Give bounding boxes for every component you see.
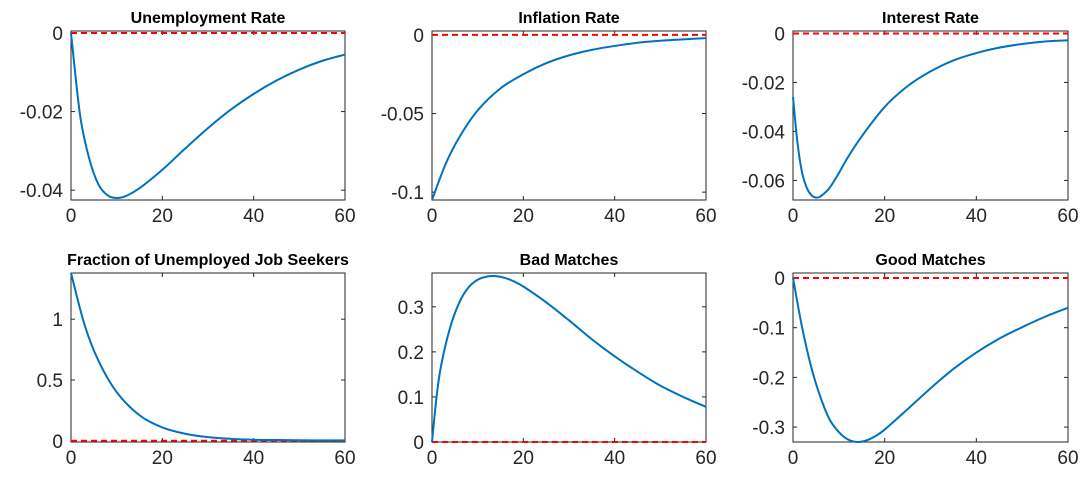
x-tick-label: 20: [513, 206, 534, 227]
panel-title: Good Matches: [875, 252, 985, 269]
y-tick-label: 0.3: [398, 298, 424, 319]
panel-title: Interest Rate: [882, 10, 979, 27]
plot-area: [70, 272, 346, 443]
y-tick-label: -0.02: [20, 103, 63, 124]
series-line-1: [70, 32, 346, 200]
x-tick-label: 40: [966, 448, 987, 469]
panel-2: Inflation Rate 0 20 40 60 0 -0.05 -0.1: [381, 10, 717, 227]
y-tick-label: -0.04: [742, 122, 786, 143]
plot-area: [792, 272, 1069, 443]
x-tick-label: 60: [695, 206, 716, 227]
series-line-1: [431, 275, 707, 443]
y-tick-label: 0.1: [398, 388, 424, 409]
y-tick-label: -0.3: [752, 418, 785, 439]
y-tick-label: -0.05: [381, 105, 424, 126]
plot-area: [431, 30, 707, 201]
x-tick-label: 60: [334, 206, 355, 227]
x-tick-label: 40: [966, 206, 987, 227]
panel-1: Unemployment Rate 0 20 40 60 0 -0.02 -0.04: [20, 10, 356, 227]
panel-5: Bad Matches 0 20 40 60 0 0.1 0.2 0.3: [398, 252, 717, 469]
y-tick-label: 0.5: [37, 371, 63, 392]
y-tick-label: 0: [52, 432, 63, 453]
x-tick-label: 40: [243, 206, 264, 227]
x-tick-label: 20: [874, 448, 895, 469]
x-tick-label: 20: [513, 448, 534, 469]
x-tick-label: 60: [1057, 448, 1078, 469]
y-tick-label: 0: [413, 433, 424, 454]
y-tick-label: 0: [52, 24, 63, 45]
plot-area: [70, 30, 346, 201]
y-tick-label: -0.2: [752, 368, 785, 389]
panel-title: Fraction of Unemployed Job Seekers: [67, 252, 349, 269]
panel-title: Inflation Rate: [518, 10, 619, 27]
panel-title: Unemployment Rate: [131, 10, 286, 27]
series-line-1: [431, 37, 707, 201]
x-tick-label: 0: [788, 448, 799, 469]
y-tick-label: 1: [52, 310, 63, 331]
panel-4: Fraction of Unemployed Job Seekers 0 20 40 6…: [37, 252, 356, 469]
x-tick-label: 20: [152, 206, 173, 227]
x-tick-label: 60: [334, 448, 355, 469]
x-tick-label: 20: [874, 206, 895, 227]
y-tick-label: -0.1: [752, 319, 785, 340]
panel-6: Good Matches 0 20 40 60 0 -0.1 -0.2 -0.3: [752, 252, 1078, 469]
y-tick-label: -0.02: [742, 73, 785, 94]
y-tick-label: -0.06: [742, 171, 785, 192]
y-tick-label: 0: [774, 24, 785, 45]
plot-area: [431, 272, 707, 443]
series-line-1: [70, 272, 346, 442]
x-tick-label: 60: [695, 448, 716, 469]
plot-area: [792, 30, 1069, 201]
x-tick-label: 40: [604, 448, 625, 469]
x-tick-label: 40: [604, 206, 625, 227]
panel-title: Bad Matches: [520, 252, 619, 269]
x-tick-label: 40: [243, 448, 264, 469]
x-tick-label: 0: [788, 206, 799, 227]
y-tick-label: -0.1: [391, 183, 424, 204]
x-tick-label: 0: [427, 448, 438, 469]
series-line-1: [792, 277, 1069, 444]
y-tick-label: 0.2: [398, 343, 424, 364]
x-tick-label: 20: [152, 448, 173, 469]
panel-3: Interest Rate 0 20 40 60 0 -0.02 -0.04 -0.06: [742, 10, 1079, 227]
x-tick-label: 60: [1057, 206, 1078, 227]
series-line-1: [792, 39, 1069, 199]
y-tick-label: 0: [413, 26, 424, 47]
x-tick-label: 0: [66, 206, 77, 227]
y-tick-label: 0: [774, 269, 785, 290]
x-tick-label: 0: [66, 448, 77, 469]
y-tick-label: -0.04: [20, 181, 64, 202]
x-tick-label: 0: [427, 206, 438, 227]
